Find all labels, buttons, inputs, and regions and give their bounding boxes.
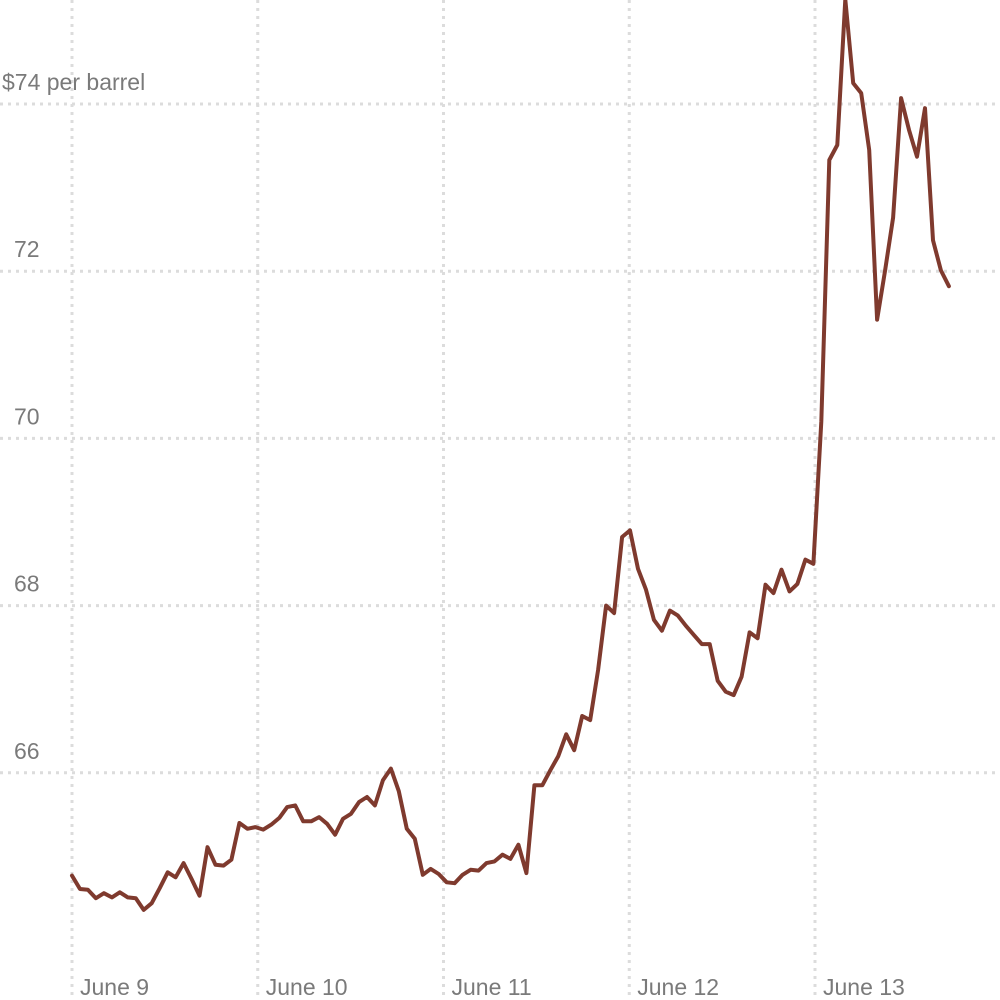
y-tick-label: 70 xyxy=(14,403,40,429)
price-series-line xyxy=(70,0,951,912)
y-tick-label: 66 xyxy=(14,738,40,764)
x-tick-label: June 13 xyxy=(823,974,905,1000)
y-tick-label: 68 xyxy=(14,571,40,597)
y-tick-label: 72 xyxy=(14,236,40,262)
y-tick-label: $74 per barrel xyxy=(2,69,145,95)
x-axis-tick-labels: June 9 June 10 June 11 June 12 June 13 xyxy=(80,974,905,1000)
horizontal-gridlines xyxy=(0,102,1000,775)
vertical-gridlines xyxy=(70,0,817,1000)
x-tick-label: June 11 xyxy=(452,974,532,1000)
x-tick-label: June 12 xyxy=(637,974,719,1000)
x-tick-label: June 9 xyxy=(80,974,149,1000)
x-tick-label: June 10 xyxy=(266,974,348,1000)
y-axis-tick-labels: $74 per barrel 72 70 68 66 xyxy=(2,69,145,764)
